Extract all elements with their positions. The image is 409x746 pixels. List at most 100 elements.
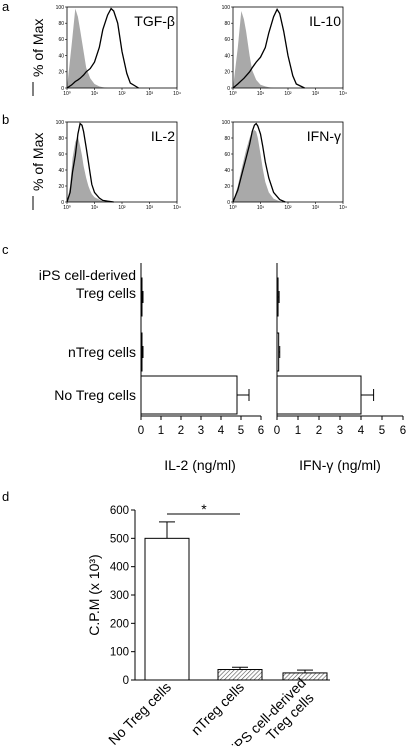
histogram-panels: 0 20 40 60 80 100 10⁰ 10¹ 10² 10³ 10⁴ TGF-β 0 20 40 60 8… [56,5,347,211]
bar [276,375,362,415]
hbar-chart-1: 0 1 2 3 4 5 6 IFN-γ (ng/ml) [274,263,406,473]
histogram-1: 0 20 40 60 80 100 10⁰ 10¹ 10² 10³ 10⁴ IL-10 [222,5,347,97]
bar [217,669,263,681]
panel-label-d: d [2,489,9,504]
marker-label: IFN-γ [307,128,341,144]
y-tick-label: 200 [110,618,129,630]
x-tick-label: 4 [218,425,225,437]
y-tick-label: 300 [110,590,129,602]
histogram-3: 0 20 40 60 80 100 10⁰ 10¹ 10² 10³ 10⁴ IFN-γ [222,120,347,211]
y-tick-label: 600 [110,505,129,517]
x-tick-label: 5 [238,425,244,437]
x-tick-label: 2 [316,425,322,437]
x-tick-label: 10³ [146,91,154,97]
x-category-text: No Treg cells [105,679,174,746]
y-tick-label: 80 [224,21,230,27]
x-tick-label: 10⁰ [63,91,71,97]
x-tick-label: 10² [284,205,292,211]
x-category-label: No Treg cells [105,679,174,746]
hist-y-label-text-b: % of Max [30,133,46,191]
x-tick-label: 6 [400,425,406,437]
hist-y-label-a: % of Max [30,19,46,96]
y-tick-label: 100 [222,120,231,126]
marker-label: IL-2 [151,128,175,144]
y-tick-label: 80 [58,21,64,27]
hist-y-label-text-a: % of Max [30,19,46,77]
y-tick-label: 0 [123,675,129,687]
x-tick-label: 10⁰ [229,91,237,97]
y-tick-label: 0 [61,200,64,206]
category-label-notreg: No Treg cells [54,387,136,403]
x-tick-label: 1 [295,425,301,437]
y-tick-label: 60 [224,37,230,43]
histogram-2: 0 20 40 60 80 100 10⁰ 10¹ 10² 10³ 10⁴ IL-2 [56,120,181,211]
hbar-chart-0: 0 1 2 3 4 5 6 IL-2 (ng/ml) [138,263,264,473]
y-tick-label: 40 [58,168,64,174]
x-tick-label: 10³ [312,205,320,211]
x-category-label: nTreg cells [188,679,247,738]
bar [144,537,190,681]
x-tick-label: 0 [138,425,144,437]
significance-star: * [201,501,207,517]
x-tick-label: 10³ [312,91,320,97]
x-tick-label: 10² [118,91,126,97]
y-tick-label: 20 [58,70,64,76]
bar [276,332,280,372]
y-tick-label: 20 [224,184,230,190]
bar [282,672,328,681]
y-tick-label: 0 [227,200,230,206]
y-tick-label: 60 [58,37,64,43]
y-tick-label: 100 [222,5,231,11]
isotype-fill [233,130,286,202]
cytokine-bar-panels: iPS cell-derived Treg cells nTreg cells No … [39,263,406,473]
x-tick-label: 10⁴ [339,91,347,97]
x-tick-label: 10⁴ [173,205,181,211]
x-tick-label: 3 [198,425,204,437]
x-tick-label: 1 [158,425,164,437]
y-tick-label: 40 [58,53,64,59]
x-tick-label: 6 [258,425,264,437]
x-tick-label: 10¹ [257,91,265,97]
x-tick-label: 10² [284,91,292,97]
y-tick-label: 20 [58,184,64,190]
x-tick-label: 10⁴ [173,91,181,97]
marker-label: IL-10 [309,13,341,29]
category-label-ntreg: nTreg cells [68,344,136,360]
x-tick-label: 4 [358,425,365,437]
y-tick-label: 0 [61,86,64,92]
x-tick-label: 10⁰ [63,205,71,211]
vbar-chart: 0 100 200 300 400 500 600 C.P.M (x 10³) * No Treg… [86,501,330,746]
x-axis-label: IL-2 (ng/ml) [164,457,236,473]
stained-line [232,8,305,89]
x-tick-label: 10¹ [91,205,99,211]
y-tick-label: 20 [224,70,230,76]
bar [140,277,143,317]
x-tick-label: 10¹ [257,205,265,211]
stained-line [232,122,286,203]
y-tick-label: 80 [58,136,64,142]
bar [140,332,143,372]
y-tick-label: 40 [224,168,230,174]
x-tick-label: 5 [379,425,385,437]
y-tick-label: 60 [224,152,230,158]
x-category-text: nTreg cells [188,679,247,738]
x-tick-label: 3 [337,425,343,437]
bar [140,375,238,415]
y-tick-label: 60 [58,152,64,158]
stained-line [66,7,139,89]
y-tick-label: 100 [56,5,65,11]
x-axis-label: IFN-γ (ng/ml) [299,457,381,473]
x-tick-label: 10³ [146,205,154,211]
x-tick-label: 0 [274,425,280,437]
histogram-0: 0 20 40 60 80 100 10⁰ 10¹ 10² 10³ 10⁴ TGF-β [56,5,181,97]
isotype-fill [67,136,114,202]
x-tick-label: 10⁰ [229,205,237,211]
x-tick-label: 10⁴ [339,205,347,211]
x-tick-label: 10¹ [91,91,99,97]
y-axis-label: C.P.M (x 10³) [86,554,102,635]
marker-label: TGF-β [134,13,175,29]
category-label-ips-line2: Treg cells [76,285,136,301]
panel-label-b: b [2,112,9,127]
